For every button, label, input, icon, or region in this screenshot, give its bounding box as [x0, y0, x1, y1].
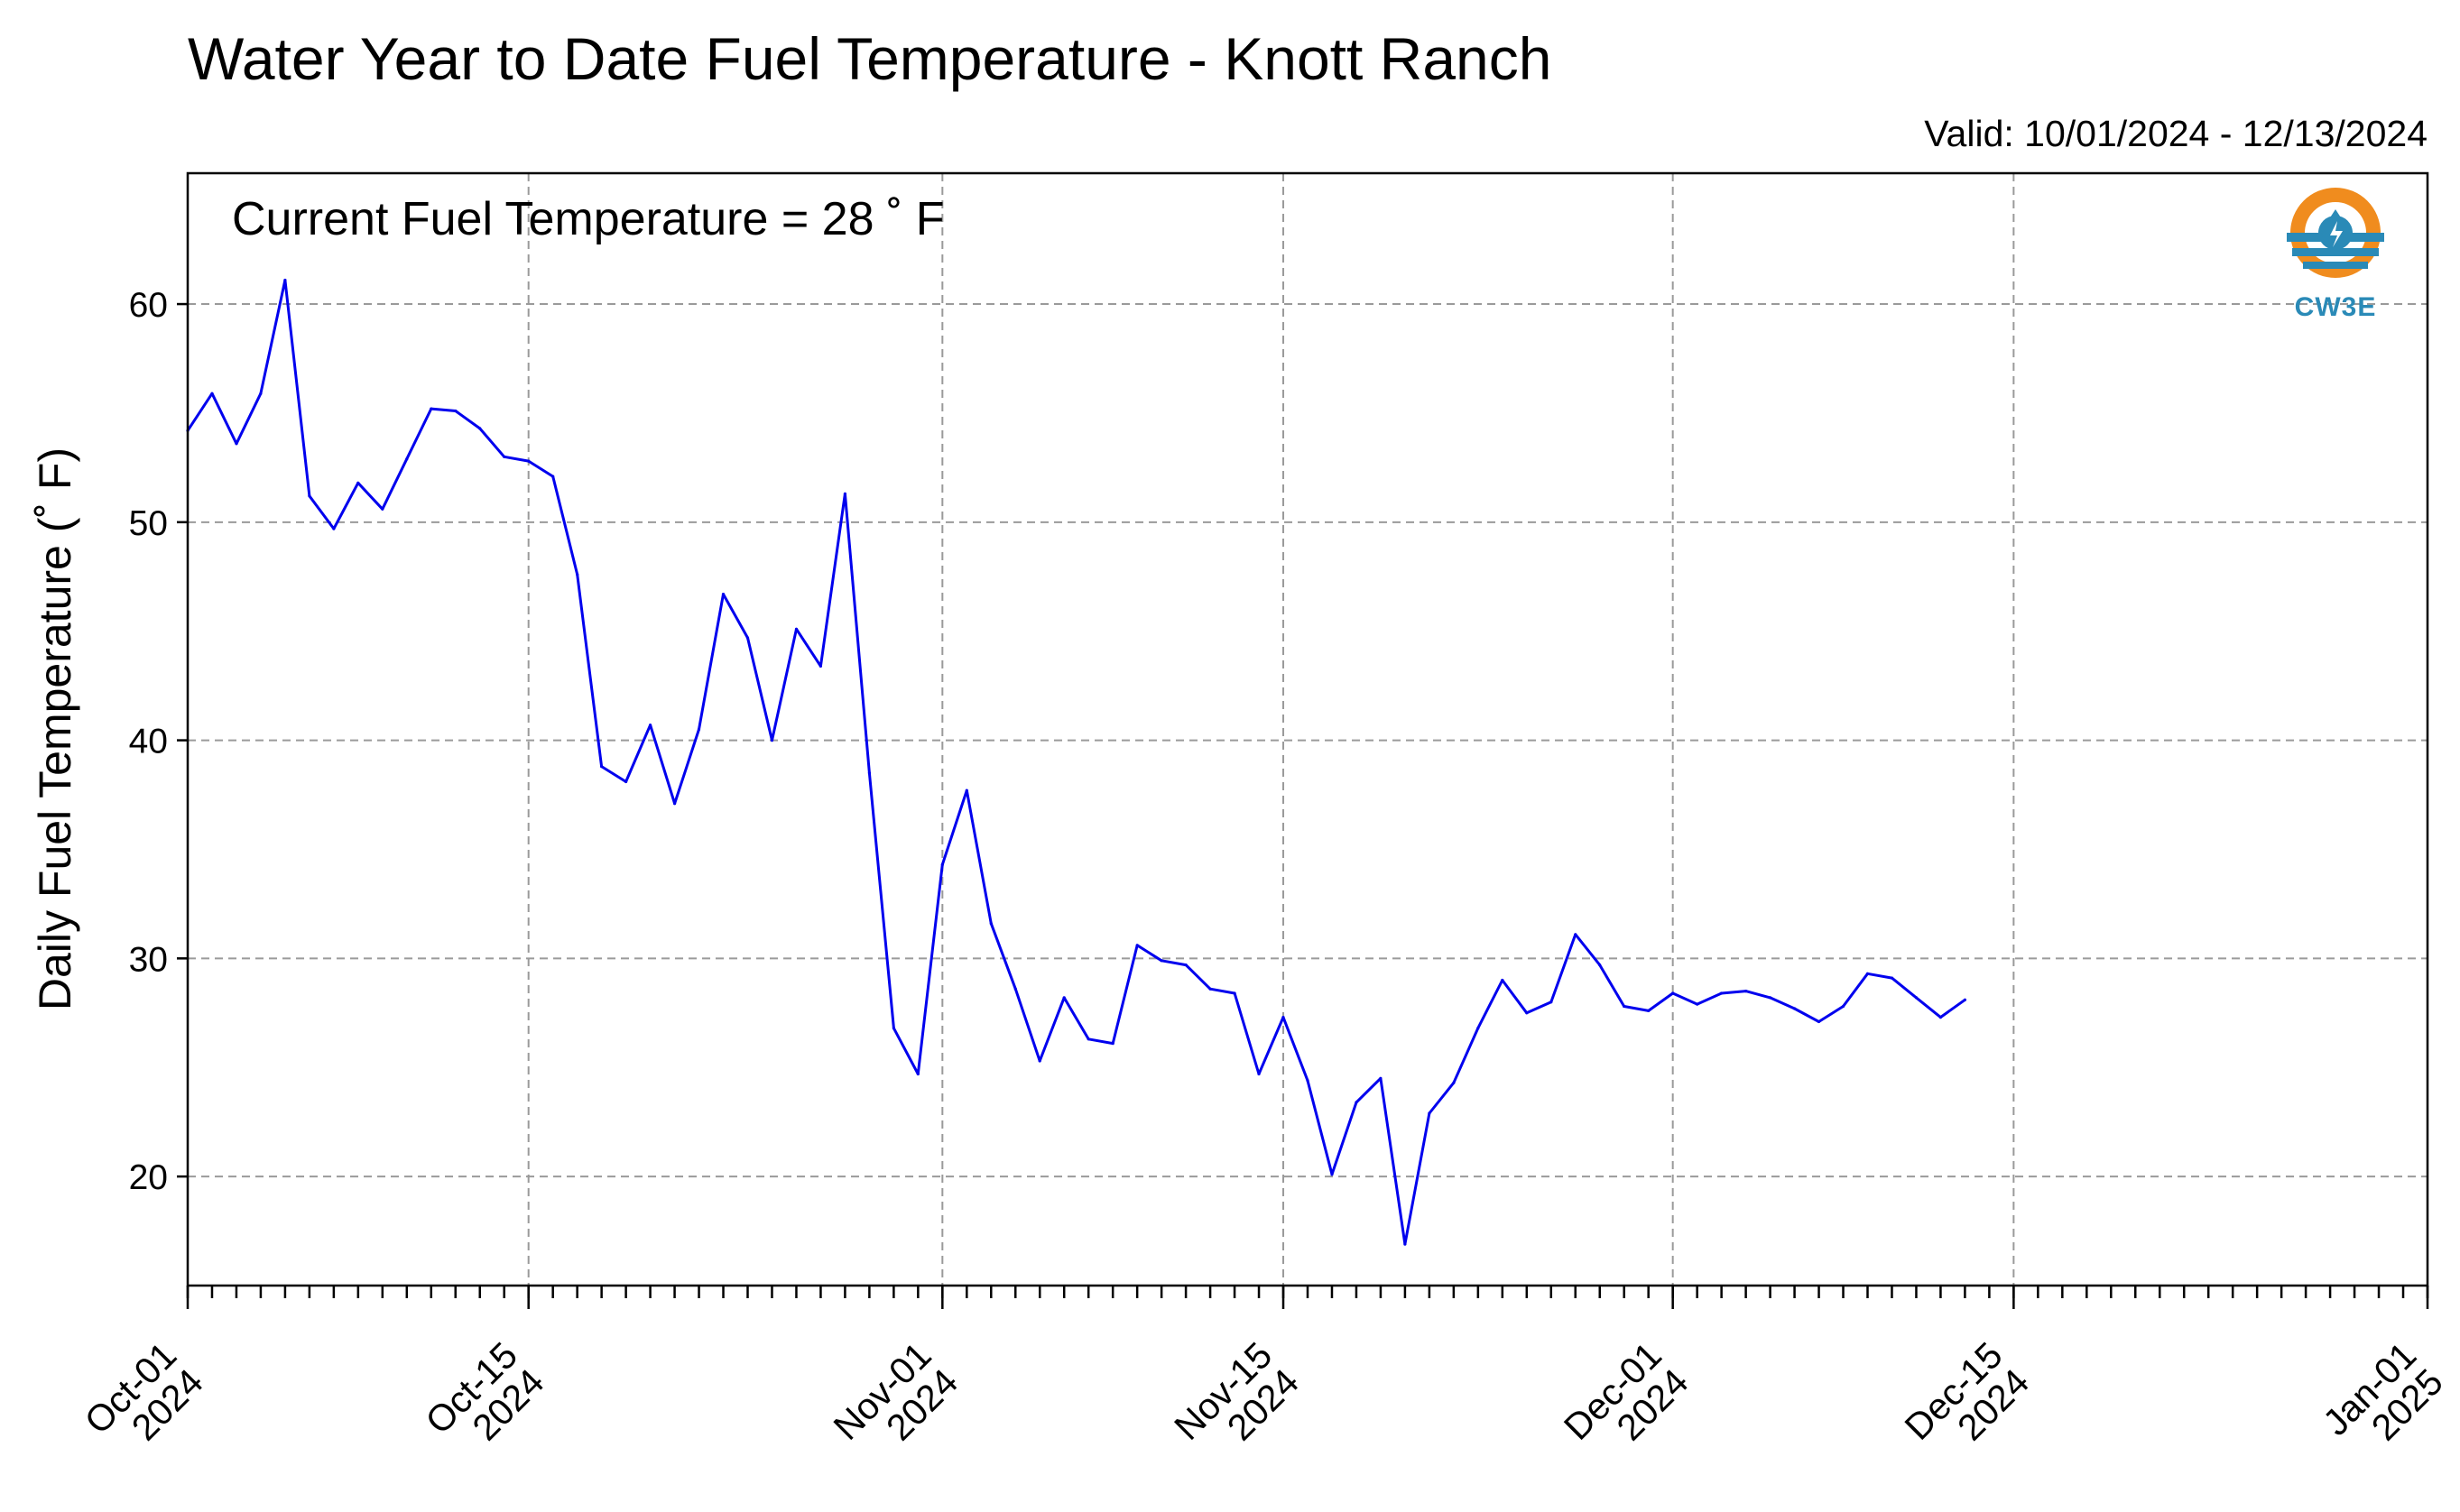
data-point	[1598, 963, 1602, 967]
data-point	[770, 739, 774, 742]
data-point	[1135, 944, 1139, 947]
data-point	[965, 788, 968, 792]
data-point	[1890, 976, 1894, 980]
data-point	[405, 457, 409, 461]
data-point	[1306, 1079, 1309, 1083]
chart-subtitle: Valid: 10/01/2024 - 12/13/2024	[1924, 113, 2428, 154]
data-point	[600, 765, 604, 769]
data-point	[1671, 991, 1675, 995]
series-layer	[186, 278, 1966, 1246]
data-point	[430, 407, 433, 410]
cw3e-logo: CW3E	[2287, 188, 2384, 322]
data-point	[940, 862, 944, 867]
data-point	[818, 664, 823, 668]
data-point	[576, 573, 579, 576]
data-point	[1184, 963, 1188, 967]
data-point	[1696, 1002, 1699, 1006]
y-tick-label: 40	[129, 723, 168, 761]
data-point	[745, 636, 750, 640]
logo-wave-middle	[2292, 248, 2379, 256]
data-point	[1769, 996, 1772, 1000]
data-point	[1013, 987, 1017, 991]
data-point	[551, 475, 555, 478]
data-point	[673, 802, 677, 806]
data-point	[259, 392, 263, 395]
data-point	[1865, 972, 1870, 975]
data-point	[1476, 1027, 1480, 1030]
data-point	[1841, 1004, 1845, 1009]
data-point	[1087, 1037, 1090, 1041]
data-point	[283, 278, 287, 282]
data-point	[454, 409, 458, 413]
fuel-temperature-line	[186, 279, 1966, 1246]
data-point	[356, 481, 360, 484]
data-point	[1330, 1173, 1334, 1176]
data-point	[1062, 996, 1066, 1000]
data-point	[1403, 1242, 1407, 1246]
data-point	[867, 771, 872, 775]
y-tick-label: 60	[129, 286, 168, 325]
data-point	[1379, 1076, 1383, 1080]
data-point	[1574, 933, 1577, 936]
y-tick-label: 50	[129, 504, 168, 543]
data-point	[1355, 1101, 1358, 1104]
data-point	[1549, 1000, 1553, 1004]
current-temperature-annotation: Current Fuel Temperature = 28 ˚ F	[232, 193, 945, 245]
data-point	[381, 507, 384, 511]
y-axis-label: Daily Fuel Temperature (˚ F)	[30, 447, 80, 1010]
data-point	[1257, 1072, 1261, 1076]
data-point	[892, 1027, 896, 1030]
logo-wave-bottom	[2303, 262, 2368, 269]
y-tick-labels: 20 30 40 50 60	[129, 286, 168, 1197]
data-point	[1501, 978, 1504, 982]
data-point	[624, 779, 628, 784]
data-point	[1623, 1004, 1626, 1009]
data-point	[1963, 998, 1966, 1001]
data-point	[1111, 1042, 1114, 1046]
grid	[188, 173, 2428, 1286]
data-point	[210, 392, 214, 395]
data-point	[332, 527, 336, 530]
lightning-icon	[2330, 221, 2343, 247]
data-point	[916, 1072, 920, 1076]
data-point	[1647, 1009, 1651, 1012]
data-point	[478, 427, 482, 430]
data-point	[843, 492, 847, 496]
data-point	[235, 442, 238, 446]
data-point	[1233, 991, 1236, 995]
data-point	[1817, 1019, 1821, 1024]
data-point	[794, 627, 799, 631]
y-tick-label: 30	[129, 940, 168, 979]
data-point	[1160, 959, 1163, 963]
data-point	[527, 459, 531, 463]
data-point	[1938, 1016, 1942, 1019]
logo-text: CW3E	[2295, 292, 2377, 322]
chart-title: Water Year to Date Fuel Temperature - Kn…	[188, 25, 1551, 92]
data-point	[1914, 996, 1919, 1000]
data-point	[1793, 1007, 1797, 1010]
data-point	[721, 593, 726, 596]
data-point	[1525, 1011, 1529, 1015]
data-point	[1452, 1081, 1456, 1084]
data-point	[1038, 1059, 1041, 1063]
y-tick-label: 20	[129, 1158, 168, 1197]
data-point	[697, 727, 701, 732]
data-point	[649, 724, 652, 727]
data-point	[1281, 1016, 1285, 1019]
axis-ticks	[177, 302, 2429, 1309]
data-point	[1744, 990, 1748, 993]
data-point	[989, 922, 993, 926]
data-point	[503, 455, 506, 458]
data-point	[308, 494, 311, 498]
data-point	[1428, 1111, 1431, 1115]
data-point	[1720, 991, 1724, 995]
data-point	[1208, 987, 1212, 991]
